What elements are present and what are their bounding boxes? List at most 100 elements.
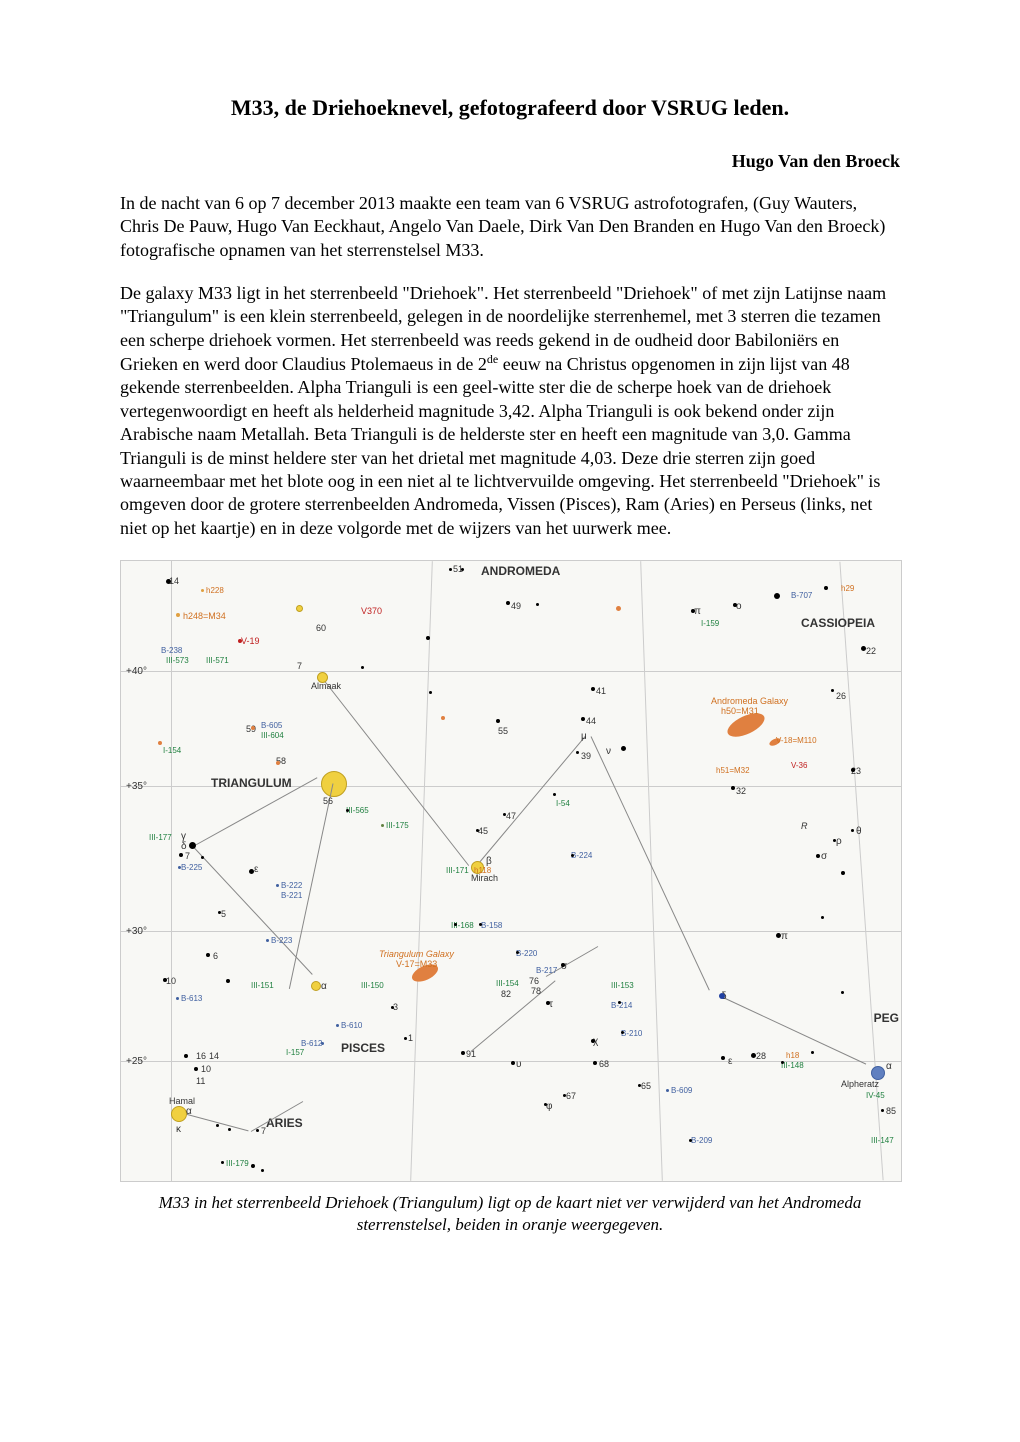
label-n22: 22 <box>866 646 876 656</box>
dec-label: +35° <box>126 781 147 792</box>
paragraph-2: De galaxy M33 ligt in het sterrenbeeld "… <box>120 282 900 540</box>
label-theta-and: θ <box>856 826 862 837</box>
star-dot <box>511 1061 515 1065</box>
label-n76: 76 <box>529 976 539 986</box>
label-triangulum-galaxy: Triangulum Galaxy <box>379 949 454 959</box>
label-n32: 32 <box>736 786 746 796</box>
star-dot <box>321 1042 324 1045</box>
star-dot <box>593 1061 597 1065</box>
constellation-andromeda: ANDROMEDA <box>481 564 560 578</box>
star-dot <box>851 829 854 832</box>
star-dot <box>296 605 303 612</box>
star-dot <box>228 1128 231 1131</box>
label-b153: III-153 <box>611 981 634 990</box>
label-b609: B-609 <box>671 1086 692 1095</box>
label-n5: 5 <box>221 909 226 919</box>
label-b610: B-610 <box>341 1021 362 1030</box>
label-b148: III-148 <box>781 1061 804 1070</box>
star-beta-trianguli <box>321 771 347 797</box>
label-n44: 44 <box>586 716 596 726</box>
label-m33: V-17=M33 <box>396 959 437 969</box>
label-ups-psc: υ <box>516 1059 521 1070</box>
label-mu-and: μ <box>581 731 587 742</box>
label-n91: 91 <box>466 1049 476 1059</box>
label-h18: h18 <box>786 1051 799 1060</box>
star-dot <box>553 793 556 796</box>
constellation-line <box>591 736 710 990</box>
label-b612: B-612 <box>301 1039 322 1048</box>
page-title: M33, de Driehoeknevel, gefotografeerd do… <box>120 95 900 121</box>
star-dot <box>276 884 279 887</box>
grid-line <box>410 561 433 1181</box>
label-alpha-tri: α <box>321 981 327 992</box>
star-dot <box>221 1161 224 1164</box>
label-n82: 82 <box>501 989 511 999</box>
label-alpheratz: Alpheratz <box>841 1079 879 1089</box>
label-b222: B-222 <box>281 881 302 890</box>
label-n85: 85 <box>886 1106 896 1116</box>
label-n7-ari: 7 <box>261 1126 266 1136</box>
constellation-line <box>321 676 470 866</box>
star-dot <box>731 786 735 790</box>
star-dot <box>506 601 510 605</box>
label-b225: B-225 <box>181 863 202 872</box>
label-b209: B-209 <box>691 1136 712 1145</box>
constellation-cassiopeia: CASSIOPEIA <box>801 616 875 630</box>
label-n10: 10 <box>166 976 176 986</box>
label-n16: 16 <box>196 1051 206 1061</box>
star-dot <box>404 1037 407 1040</box>
star-dot <box>824 586 828 590</box>
label-b221: B-221 <box>281 891 302 900</box>
label-v19: V-19 <box>241 636 260 646</box>
label-n45: 45 <box>478 826 488 836</box>
paragraph-1: In de nacht van 6 op 7 december 2013 maa… <box>120 192 900 262</box>
star-dot <box>841 991 844 994</box>
label-m32: h51=M32 <box>716 766 750 775</box>
label-pi-and: π <box>781 931 788 942</box>
label-h228: h228 <box>206 586 224 595</box>
label-b179: III-179 <box>226 1159 249 1168</box>
label-n67: 67 <box>566 1091 576 1101</box>
label-b224: B-224 <box>571 851 592 860</box>
star-dot <box>176 997 179 1000</box>
label-n10-b: 10 <box>201 1064 211 1074</box>
label-b573: III-573 <box>166 656 189 665</box>
label-phi-psc: φ <box>546 1101 552 1112</box>
label-b220: B-220 <box>516 949 537 958</box>
grid-line <box>121 671 901 672</box>
label-b238: B-238 <box>161 646 182 655</box>
label-i159: I-159 <box>701 619 719 628</box>
label-n7-tri: 7 <box>185 851 190 861</box>
star-dot <box>881 1109 884 1112</box>
label-eps-and: ε <box>728 1056 732 1067</box>
star-dot <box>461 568 464 571</box>
label-omicron-cas: ο <box>736 601 742 612</box>
label-n49: 49 <box>511 601 521 611</box>
label-n78: 78 <box>531 986 541 996</box>
label-b604: III-604 <box>261 731 284 740</box>
label-b175: III-175 <box>386 821 409 830</box>
marker-m34 <box>176 613 180 617</box>
label-n28: 28 <box>756 1051 766 1061</box>
star-dot <box>816 854 820 858</box>
star-dot <box>361 666 364 669</box>
label-n65: 65 <box>641 1081 651 1091</box>
star-dot <box>616 606 621 611</box>
label-n7: 7 <box>297 661 302 671</box>
label-b707: B-707 <box>791 591 812 600</box>
label-nu-and: ν <box>606 746 611 757</box>
constellation-pisces: PISCES <box>341 1041 385 1055</box>
label-b223: B-223 <box>271 936 292 945</box>
star-dot <box>721 1056 725 1060</box>
label-n55: 55 <box>498 726 508 736</box>
constellation-line <box>471 981 556 1052</box>
star-dot <box>194 1067 198 1071</box>
label-b571: III-571 <box>206 656 229 665</box>
label-i54: I-54 <box>556 799 570 808</box>
constellation-triangulum: TRIANGULUM <box>211 776 292 790</box>
star-dot <box>666 1089 669 1092</box>
label-b210: B-210 <box>621 1029 642 1038</box>
label-n1: 1 <box>408 1033 413 1043</box>
star-chart: +40° +35° +30° +25° ANDROMEDA CASSIOPEIA… <box>120 560 902 1182</box>
paragraph-2-superscript: de <box>487 352 498 366</box>
